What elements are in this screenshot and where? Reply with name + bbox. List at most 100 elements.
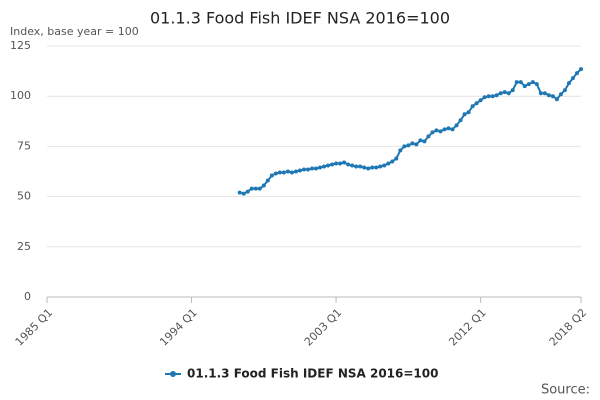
point bbox=[454, 123, 459, 128]
point bbox=[486, 94, 491, 99]
point bbox=[285, 169, 290, 174]
point bbox=[297, 168, 302, 173]
point bbox=[301, 167, 306, 172]
point bbox=[362, 165, 367, 170]
point bbox=[394, 156, 399, 161]
point bbox=[518, 80, 523, 85]
line bbox=[239, 68, 582, 195]
point bbox=[293, 169, 298, 174]
point bbox=[506, 91, 511, 96]
chart-title: 01.1.3 Food Fish IDEF NSA 2016=100 bbox=[150, 9, 450, 28]
point bbox=[566, 81, 571, 86]
point bbox=[538, 91, 543, 96]
point bbox=[466, 110, 471, 115]
point bbox=[542, 91, 547, 96]
point bbox=[305, 167, 310, 172]
point bbox=[318, 165, 323, 170]
point bbox=[322, 164, 327, 169]
point bbox=[438, 129, 443, 134]
point bbox=[422, 139, 427, 144]
point bbox=[309, 166, 314, 171]
point bbox=[350, 163, 355, 168]
point bbox=[510, 88, 515, 93]
point bbox=[522, 84, 527, 89]
point bbox=[390, 159, 395, 164]
point bbox=[430, 130, 435, 135]
point bbox=[245, 189, 250, 194]
point bbox=[446, 126, 451, 131]
point bbox=[354, 164, 359, 169]
point bbox=[514, 80, 519, 85]
point bbox=[579, 67, 583, 72]
point bbox=[570, 76, 575, 81]
point bbox=[462, 112, 467, 117]
point bbox=[269, 173, 274, 178]
point bbox=[314, 166, 319, 171]
point bbox=[382, 163, 387, 168]
legend-marker bbox=[170, 371, 176, 377]
x-tick-label: 2003 Q1 bbox=[302, 306, 345, 349]
x-tick-label: 2012 Q1 bbox=[446, 306, 489, 349]
y-tick-label: 25 bbox=[17, 240, 31, 253]
point bbox=[402, 144, 407, 149]
point bbox=[434, 128, 439, 133]
point bbox=[366, 166, 371, 171]
point bbox=[370, 165, 375, 170]
point bbox=[534, 82, 539, 87]
chart-subtitle: Index, base year = 100 bbox=[10, 25, 139, 38]
point bbox=[498, 91, 503, 96]
point bbox=[550, 94, 555, 99]
y-tick-label: 50 bbox=[17, 190, 31, 203]
point bbox=[346, 162, 351, 167]
point bbox=[330, 162, 335, 167]
point bbox=[558, 92, 563, 97]
point bbox=[478, 98, 483, 103]
point bbox=[342, 160, 347, 165]
x-tick-label: 1985 Q1 bbox=[13, 306, 56, 349]
point bbox=[281, 170, 286, 175]
point bbox=[398, 148, 403, 153]
point bbox=[358, 164, 363, 169]
point bbox=[490, 94, 495, 99]
y-tick-label: 100 bbox=[10, 89, 31, 102]
point bbox=[502, 90, 507, 95]
point bbox=[442, 127, 447, 132]
point bbox=[494, 93, 499, 98]
point bbox=[326, 163, 331, 168]
point bbox=[241, 191, 246, 196]
point bbox=[261, 183, 266, 188]
point bbox=[289, 170, 294, 175]
point bbox=[418, 138, 423, 143]
legend-label: 01.1.3 Food Fish IDEF NSA 2016=100 bbox=[187, 367, 438, 381]
point bbox=[237, 190, 242, 195]
point bbox=[249, 186, 254, 191]
x-tick-label: 2018 Q2 bbox=[547, 306, 590, 349]
point bbox=[334, 161, 339, 166]
point bbox=[574, 71, 579, 76]
y-tick-label: 125 bbox=[10, 39, 31, 52]
point bbox=[253, 186, 258, 191]
point bbox=[482, 95, 487, 100]
point bbox=[530, 80, 535, 85]
point bbox=[450, 127, 455, 132]
point bbox=[338, 161, 343, 166]
point bbox=[546, 93, 551, 98]
point bbox=[277, 170, 282, 175]
point bbox=[458, 118, 463, 123]
y-tick-label: 75 bbox=[17, 139, 31, 152]
point bbox=[426, 134, 431, 139]
point bbox=[265, 178, 270, 183]
point bbox=[273, 171, 278, 176]
x-tick-label: 1994 Q1 bbox=[157, 306, 200, 349]
point bbox=[410, 141, 415, 146]
source: Source: bbox=[541, 383, 590, 398]
point bbox=[406, 143, 411, 148]
point bbox=[562, 88, 567, 93]
point bbox=[474, 101, 479, 106]
point bbox=[470, 104, 475, 109]
point bbox=[554, 97, 559, 102]
y-tick-label: 0 bbox=[24, 290, 31, 303]
point bbox=[386, 161, 391, 166]
point bbox=[378, 164, 383, 169]
